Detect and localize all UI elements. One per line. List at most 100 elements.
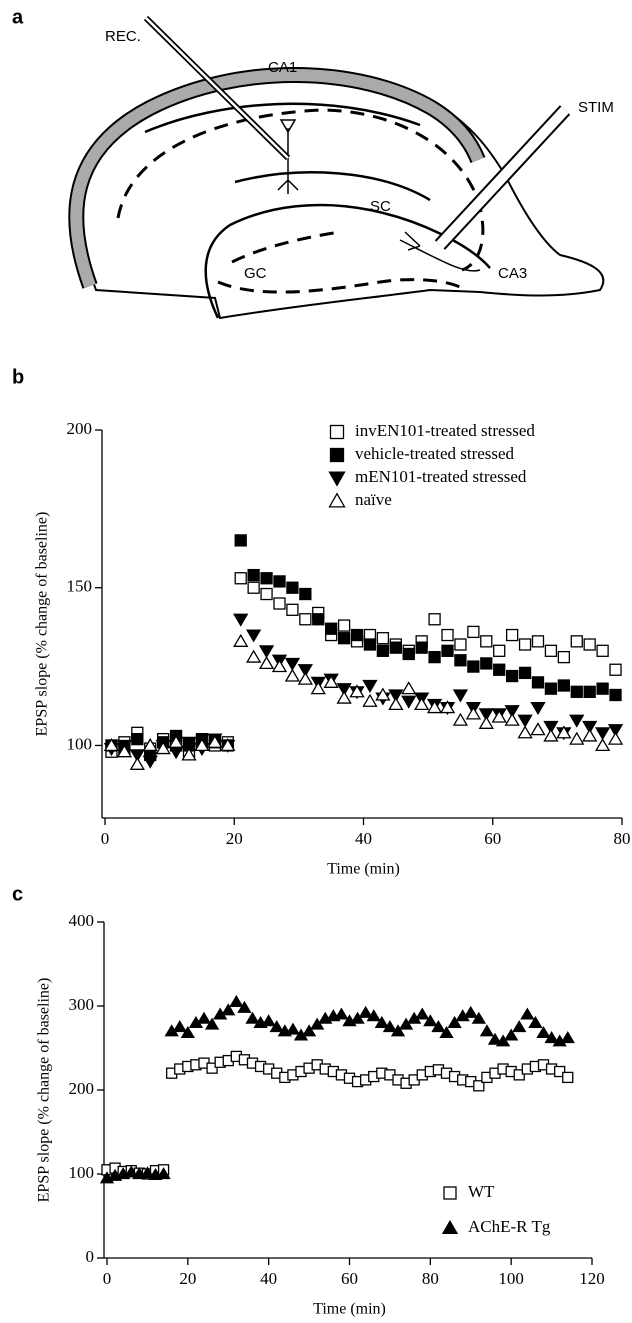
point (334, 1007, 349, 1020)
point (582, 728, 598, 742)
point (569, 731, 585, 745)
x-tick-label: 60 (341, 1269, 358, 1288)
point (596, 644, 609, 657)
point (518, 666, 532, 680)
point (493, 663, 506, 676)
point (504, 1028, 519, 1041)
point (366, 1009, 381, 1022)
point (220, 737, 236, 752)
point (168, 746, 184, 760)
point (246, 629, 262, 643)
point (570, 685, 583, 698)
x-tick-label: 60 (484, 829, 501, 848)
point (487, 1032, 503, 1045)
panel-label: b (12, 366, 24, 388)
point (480, 657, 493, 670)
point (543, 720, 559, 734)
y-tick-label: 200 (67, 419, 93, 438)
neuron (277, 128, 299, 194)
point (376, 632, 390, 645)
diagram-label: CA3 (498, 265, 527, 282)
point (505, 628, 519, 642)
point (234, 534, 247, 547)
point (260, 587, 273, 601)
y-tick-label: 400 (69, 911, 95, 930)
point (233, 613, 249, 627)
x-tick-label: 40 (355, 829, 372, 848)
y-axis-label: EPSP slope (% change of baseline) (34, 512, 51, 737)
legend-marker (329, 447, 345, 463)
point (156, 1167, 171, 1180)
point (349, 684, 365, 698)
x-tick-label: 80 (422, 1269, 439, 1288)
point (505, 669, 519, 683)
point (520, 1007, 535, 1020)
hippocampus-diagram: a REC. CA1 STIM SC GC CA3 (12, 6, 614, 320)
x-tick-label: 0 (101, 829, 110, 848)
point (582, 720, 598, 734)
point (261, 1014, 276, 1027)
point (382, 1020, 398, 1033)
point (284, 668, 301, 682)
point (350, 628, 364, 642)
x-tick-label: 100 (498, 1269, 524, 1288)
point (297, 664, 313, 678)
point (299, 613, 312, 626)
point (556, 725, 572, 739)
point (312, 613, 325, 626)
x-tick-label: 20 (226, 829, 243, 848)
point (131, 732, 144, 746)
point (142, 737, 158, 752)
point (388, 696, 404, 711)
stim-electrode (436, 106, 569, 249)
point (362, 679, 378, 693)
band (70, 69, 484, 289)
point (607, 724, 624, 738)
point (273, 575, 286, 588)
point (439, 700, 456, 714)
point (467, 625, 480, 639)
point (233, 633, 249, 647)
point (398, 1017, 414, 1030)
axon (404, 231, 421, 251)
point (258, 645, 275, 659)
point (286, 581, 299, 594)
point (103, 737, 120, 752)
y-tick-label: 100 (67, 734, 93, 753)
legend-label: AChE-R Tg (468, 1217, 551, 1236)
x-tick-label: 80 (614, 829, 631, 848)
point (376, 644, 390, 657)
rec-electrode (145, 17, 289, 159)
panel-label: a (12, 6, 24, 28)
legend-marker (441, 1219, 459, 1235)
point (245, 1011, 260, 1024)
point (204, 1017, 220, 1030)
point (323, 674, 339, 688)
point (363, 638, 377, 651)
point (504, 712, 520, 726)
point (260, 572, 273, 585)
point (310, 681, 326, 695)
point (512, 1020, 527, 1033)
y-tick-label: 300 (69, 995, 95, 1014)
point (452, 712, 469, 726)
point (530, 701, 546, 716)
point (401, 681, 417, 695)
point (247, 581, 260, 594)
point (310, 1017, 325, 1030)
x-tick-label: 40 (260, 1269, 277, 1288)
point (286, 603, 299, 616)
point (140, 1166, 155, 1179)
point (562, 1071, 574, 1084)
point (583, 638, 596, 651)
point (375, 687, 391, 701)
diagram-label: SC (370, 198, 391, 215)
point (531, 676, 545, 689)
point (478, 715, 494, 729)
y-tick-label: 200 (69, 1079, 95, 1098)
point (181, 736, 197, 750)
point (428, 650, 441, 664)
point (544, 1031, 559, 1044)
point (594, 727, 611, 741)
point (530, 722, 546, 736)
